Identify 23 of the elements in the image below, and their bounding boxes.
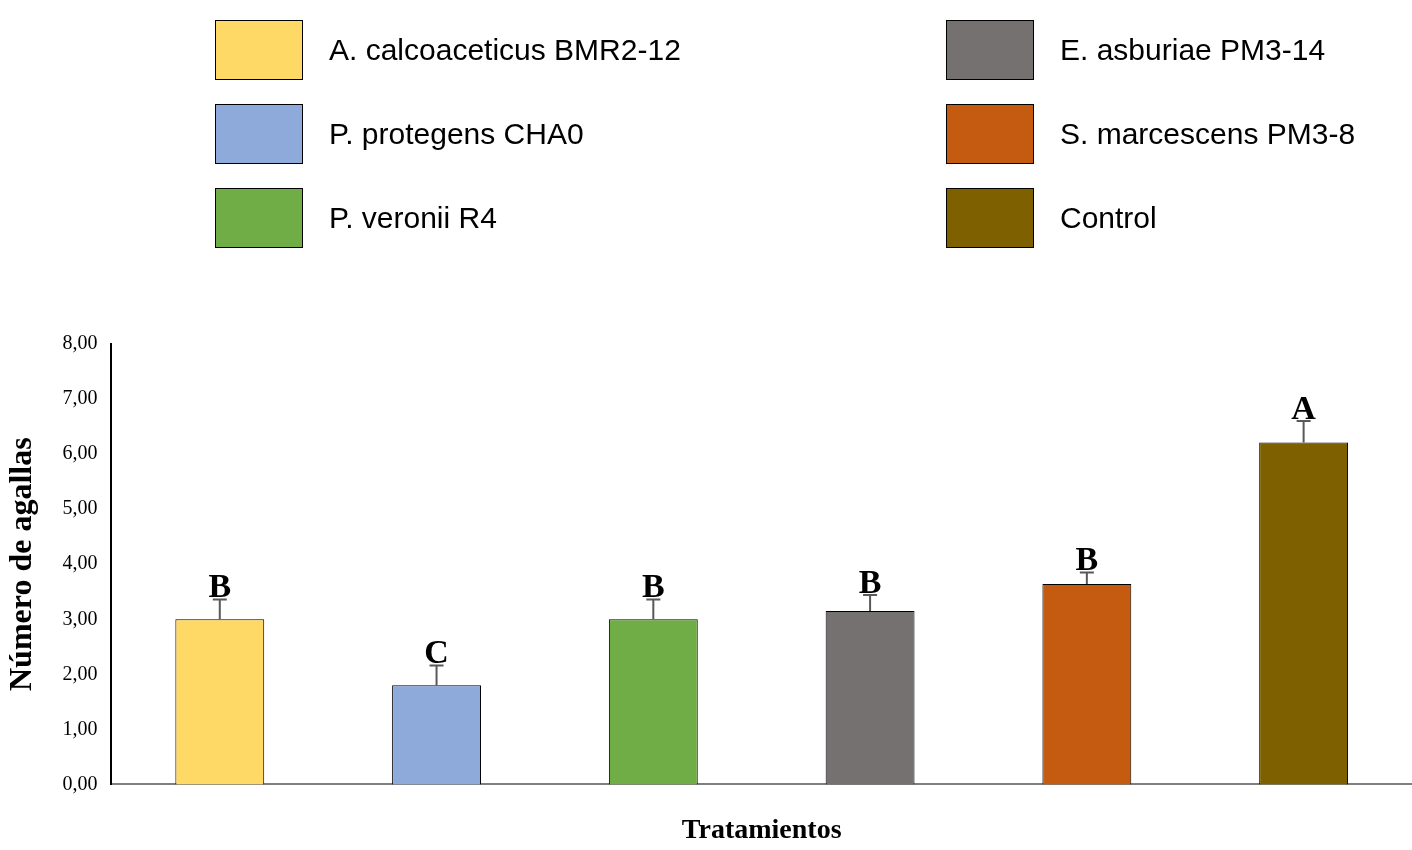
x-axis-title: Tratamientos (681, 813, 842, 845)
y-tick-label: 3,00 (62, 606, 98, 629)
legend-label: P. protegens CHA0 (329, 117, 584, 151)
y-tick-label: 1,00 (62, 716, 98, 739)
y-axis-title: Número de agallas (2, 437, 39, 692)
y-tick-label: 0,00 (62, 771, 98, 794)
annotation: B (641, 567, 665, 605)
y-tick-label: 2,00 (62, 661, 98, 684)
annotation: A (1291, 388, 1317, 426)
y-tick-label: 4,00 (62, 551, 98, 574)
y-tick-label: 7,00 (62, 386, 98, 409)
y-tick-label: 8,00 (62, 331, 98, 354)
annotation: B (208, 567, 232, 605)
legend-label: E. asburiae PM3-14 (1060, 33, 1326, 67)
legend-label: P. veronii R4 (329, 201, 497, 235)
legend-label: Control (1060, 201, 1157, 235)
legend-label: A. calcoaceticus BMR2-12 (329, 33, 681, 67)
annotation: C (424, 633, 449, 671)
annotation: B (1075, 540, 1099, 578)
legend-label: S. marcescens PM3-8 (1060, 117, 1356, 151)
annotation: B (858, 562, 882, 600)
y-tick-label: 6,00 (62, 441, 98, 464)
y-tick-label: 5,00 (62, 496, 98, 519)
